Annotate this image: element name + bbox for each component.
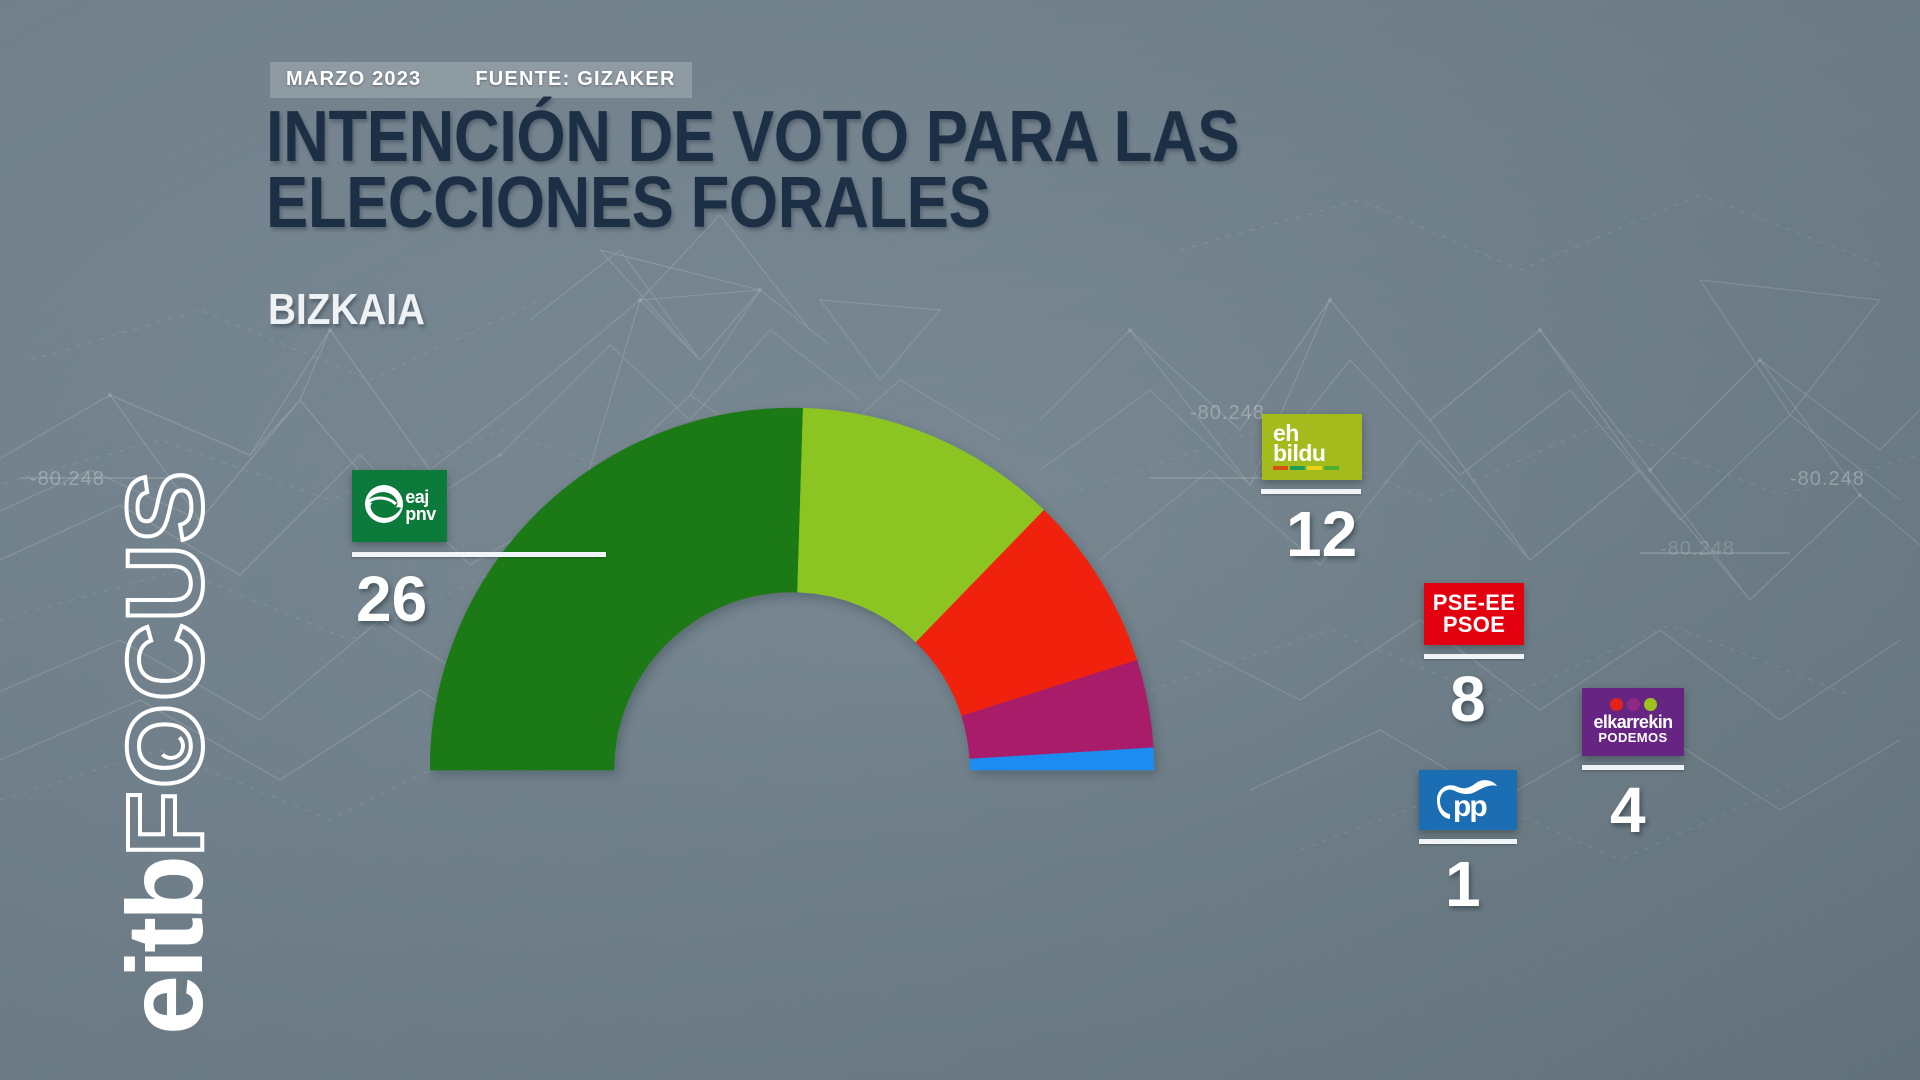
podemos-line2: PODEMOS — [1598, 730, 1668, 746]
eitb-focus-logo: eitb F O CUS — [100, 335, 230, 1035]
meta-bar: MARZO 2023 FUENTE: GIZAKER — [270, 62, 692, 98]
pse-ee-psoe-logo: PSE-EE PSOE — [1424, 583, 1524, 645]
callout-eaj-pnv[interactable]: eaj pnv 26 — [352, 470, 606, 631]
eaj-pnv-logo: eaj pnv — [352, 470, 447, 542]
poll-source-label: FUENTE: GIZAKER — [475, 68, 676, 90]
bg-watermark-number: -80.248 — [1790, 468, 1865, 490]
page-subtitle: BIZKAIA — [268, 285, 426, 334]
pnv-swirl-icon — [365, 485, 404, 523]
pp-gull-icon: pp — [1437, 780, 1497, 822]
pse-ee-psoe-seats: 8 — [1450, 663, 1486, 735]
pp-logo: pp — [1419, 770, 1517, 830]
psoe-line2: PSOE — [1442, 612, 1506, 637]
callout-pse-ee-psoe[interactable]: PSE-EE PSOE 8 — [1424, 583, 1524, 731]
page-title: INTENCIÓN DE VOTO PARA LAS ELECCIONES FO… — [266, 97, 1240, 244]
brand-focus-text: F — [102, 788, 227, 859]
callout-eh-bildu[interactable]: eh bildu 12 — [1261, 414, 1362, 570]
poll-date-label: MARZO 2023 — [286, 68, 422, 90]
eaj-pnv-wordmark: eaj pnv — [405, 489, 436, 524]
callout-pp[interactable]: pp 1 — [1419, 770, 1517, 916]
eaj-pnv-leader-line — [352, 552, 606, 557]
eaj-pnv-line2: pnv — [405, 504, 436, 524]
elkarrekin-podemos-seats: 4 — [1610, 774, 1646, 846]
eh-bildu-line2: bildu — [1273, 439, 1326, 466]
eh-bildu-leader-line — [1261, 489, 1361, 494]
pp-seats: 1 — [1445, 848, 1481, 920]
elkarrekin-podemos-logo: elkarrekin PODEMOS — [1582, 688, 1684, 756]
elkarrekin-podemos-leader-line — [1582, 765, 1684, 770]
eh-bildu-logo: eh bildu — [1262, 414, 1362, 480]
pse-ee-psoe-leader-line — [1424, 654, 1524, 659]
brand-eitb-text: eitb — [104, 858, 225, 1035]
podemos-dots-icon — [1609, 698, 1657, 712]
brand-focus-o-icon: O — [102, 701, 227, 790]
brand-focus-tail-text: CUS — [102, 468, 227, 703]
bg-watermark-number: -80.248 — [1660, 538, 1735, 560]
bg-watermark-number: -80.248 — [30, 468, 105, 490]
eaj-pnv-seats: 26 — [356, 563, 428, 635]
svg-text:pp: pp — [1453, 790, 1487, 822]
psoe-line1: PSE-EE — [1432, 590, 1516, 615]
eh-bildu-seats: 12 — [1286, 498, 1358, 570]
bildu-dashes-icon — [1262, 466, 1362, 471]
pp-leader-line — [1419, 839, 1517, 844]
podemos-line1: elkarrekin — [1593, 712, 1673, 733]
callout-elkarrekin-podemos[interactable]: elkarrekin PODEMOS 4 — [1582, 688, 1684, 842]
